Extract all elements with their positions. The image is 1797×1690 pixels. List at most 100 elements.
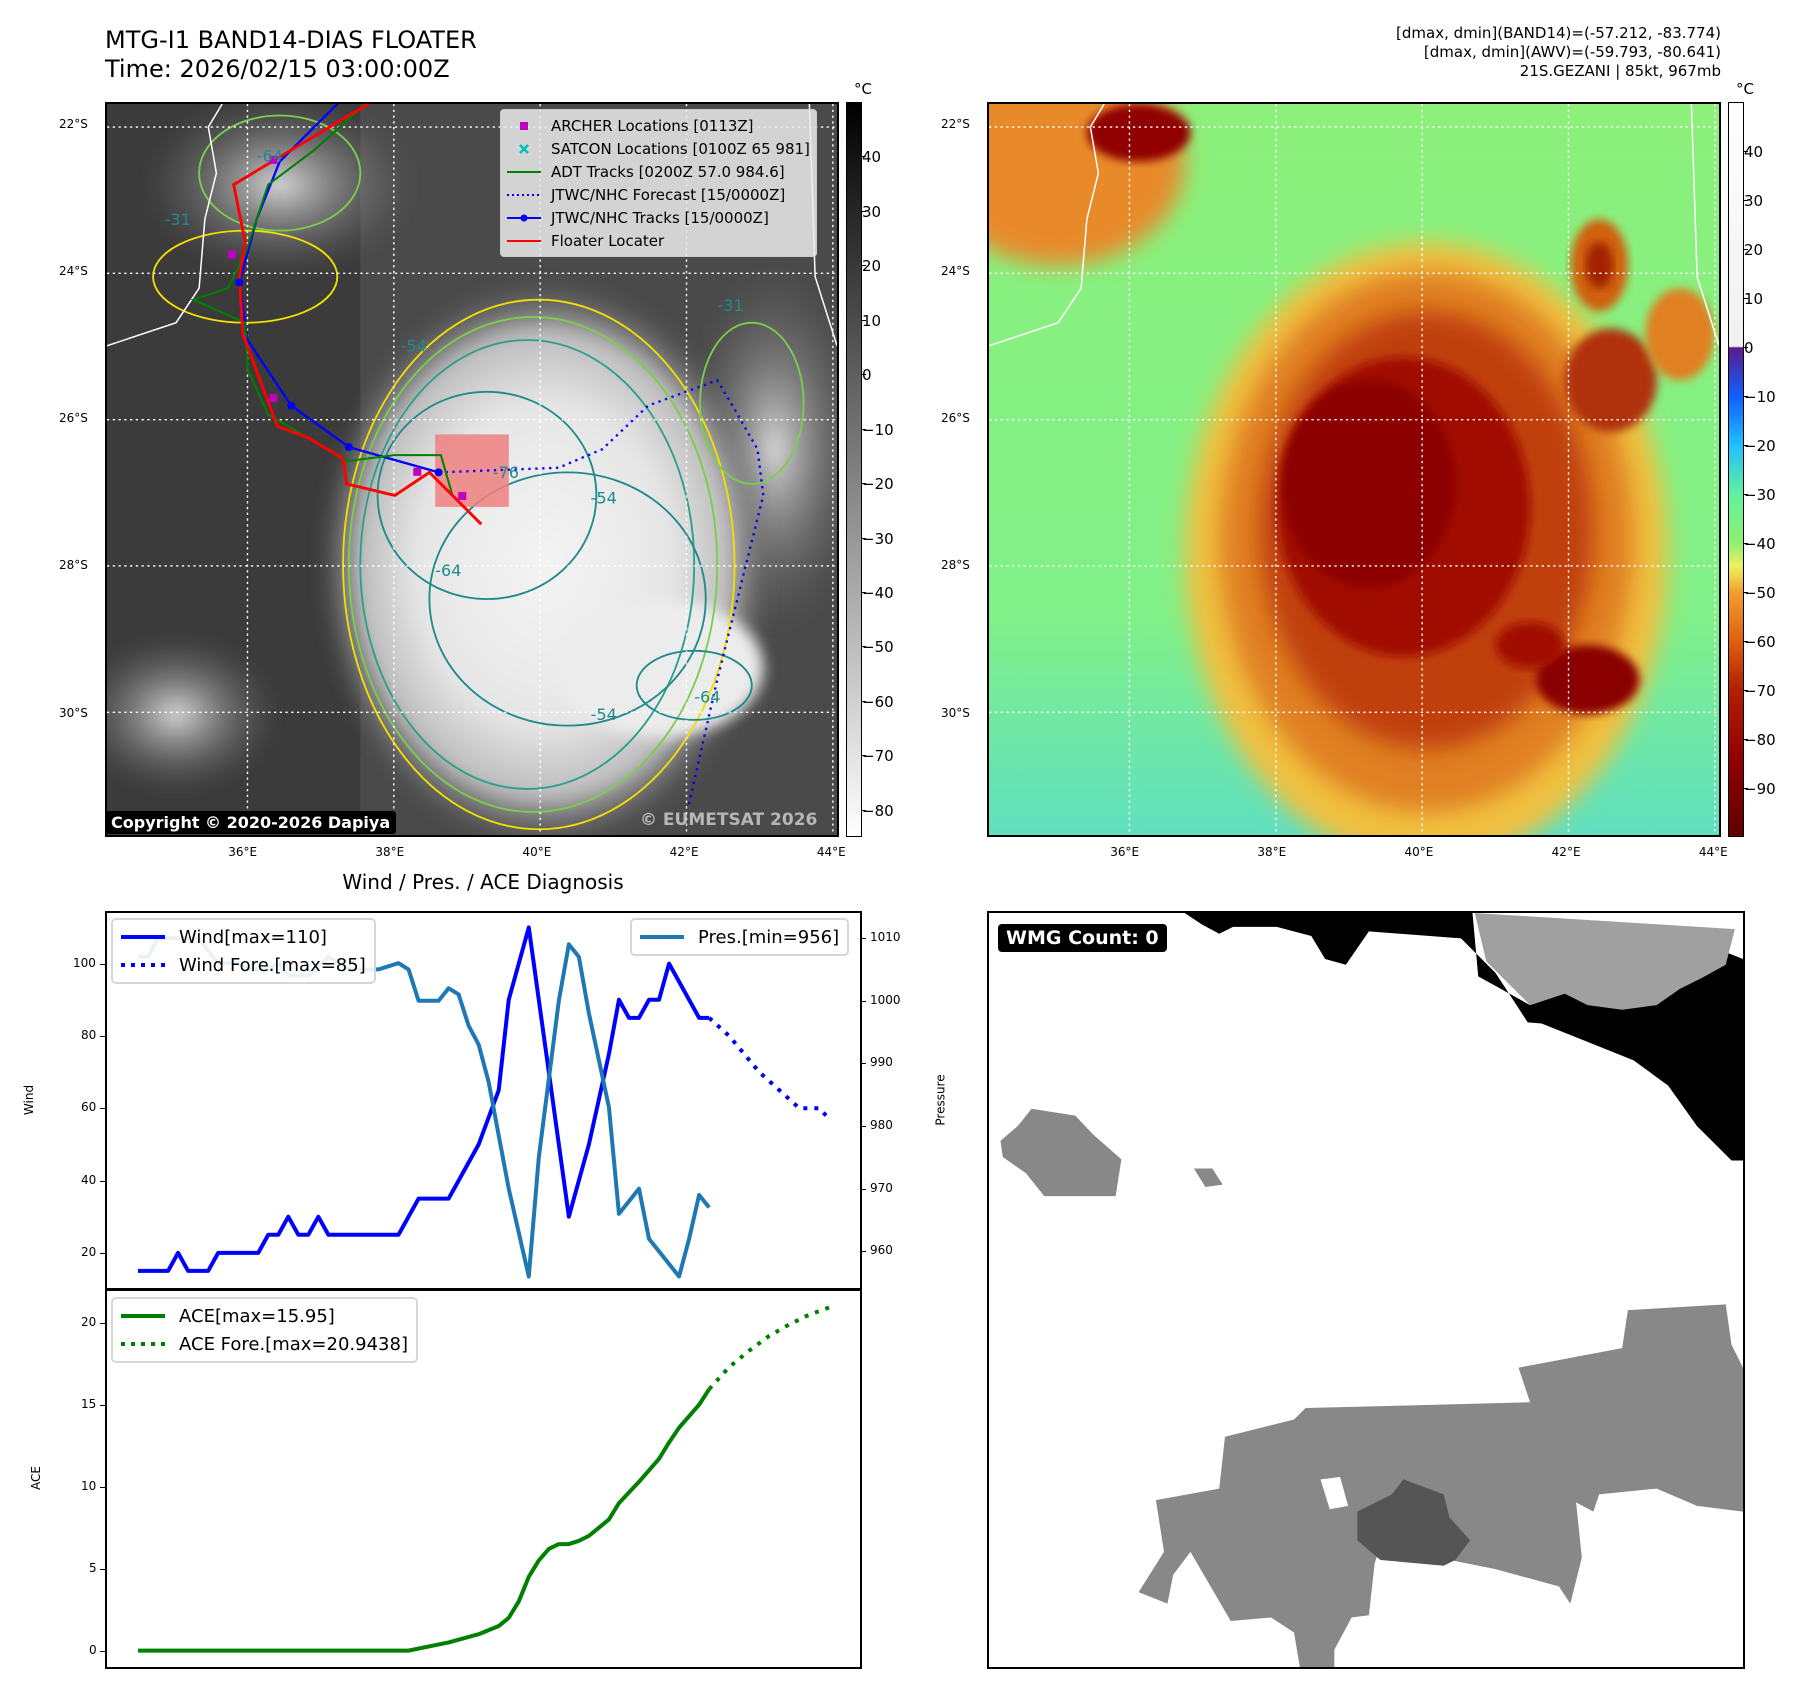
- ace-legend-swatch: [121, 1314, 165, 1318]
- latitude-label: 22°S: [941, 117, 970, 132]
- colorbar-tick-mark: [1744, 249, 1748, 250]
- longitude-label: 44°E: [816, 845, 846, 859]
- colorbar-tick-mark: [862, 319, 866, 321]
- jtwc-track: [238, 104, 439, 474]
- ir-map-panel: -64 -54 -76 -31 -54 -64 -54 -64 -31: [105, 102, 839, 837]
- ace-plot: [138, 1305, 831, 1653]
- colorbar-tick-mark: [862, 428, 866, 430]
- band14-range: [dmax, dmin](BAND14)=(-57.212, -83.774): [1396, 24, 1721, 42]
- legend-item: ARCHER Locations [0113Z]: [507, 114, 810, 137]
- ace-forecast-legend-label: ACE Fore.[max=20.9438]: [179, 1333, 408, 1355]
- colorbar-tick-mark: [1744, 543, 1748, 544]
- series-line-ace-fore-: [707, 1305, 831, 1391]
- colorbar-tick-mark: [1744, 200, 1748, 201]
- latitude-label: 22°S: [59, 117, 88, 132]
- longitude-label: 36°E: [1110, 845, 1140, 859]
- contour-label: -31: [717, 296, 743, 315]
- legend-swatch-icon: [507, 193, 541, 196]
- stats-info: [dmax, dmin](BAND14)=(-57.212, -83.774) …: [1396, 24, 1721, 81]
- wmg-white-hole: [1320, 1477, 1349, 1510]
- legend-swatch-icon: [507, 239, 541, 242]
- colorbar-tick-label: −80: [1744, 731, 1776, 749]
- colorbar-tick-label: −50: [1744, 584, 1776, 602]
- contour-label: -54: [401, 337, 427, 356]
- colorbar-tick-label: −80: [862, 801, 894, 820]
- y-tick-label: 100: [73, 955, 96, 970]
- colorbar-tick-label: −20: [1744, 437, 1776, 455]
- map-gridlines: [989, 104, 1719, 835]
- storm-info: 21S.GEZANI | 85kt, 967mb: [1519, 62, 1721, 80]
- series-line-wind-fore-: [707, 1016, 831, 1121]
- y-tick-label: 10: [81, 1478, 97, 1493]
- ace-legend: ACE[max=15.95] ACE Fore.[max=20.9438]: [111, 1297, 418, 1363]
- legend-label: Floater Locater: [551, 231, 665, 250]
- contour-label: -54: [591, 488, 617, 507]
- legend-label: SATCON Locations [0100Z 65 981]: [551, 139, 810, 158]
- colorbar-tick-label: −10: [862, 420, 894, 439]
- y-tick-label-right: 1000: [870, 992, 901, 1007]
- colorbar-tick-mark: [1744, 690, 1748, 691]
- latitude-label: 24°S: [59, 264, 88, 279]
- colorbar-tick-label: 40: [1744, 143, 1764, 161]
- legend-item: Floater Locater: [507, 229, 810, 252]
- floater-box: [435, 434, 509, 507]
- legend-swatch-icon: [519, 143, 529, 154]
- colorbar-tick-mark: [862, 156, 866, 158]
- y-tick-label: 15: [81, 1396, 97, 1411]
- longitude-label: 42°E: [1551, 845, 1581, 859]
- colorbar-tick-label: 10: [862, 311, 882, 330]
- colorbar-tick-mark: [862, 483, 866, 485]
- colorbar-tick-mark: [862, 374, 866, 376]
- longitude-label: 40°E: [522, 845, 552, 859]
- latitude-label: 28°S: [941, 558, 970, 573]
- legend-item: JTWC/NHC Forecast [15/0000Z]: [507, 183, 810, 206]
- y-tick-mark: [100, 1108, 105, 1110]
- colorbar-tick-label: −50: [862, 638, 894, 657]
- y-tick-label: 60: [81, 1100, 97, 1115]
- y-tick-mark-right: [861, 938, 866, 940]
- latitude-label: 26°S: [59, 411, 88, 426]
- colorbar-tick-label: 0: [1744, 339, 1754, 357]
- wind-forecast-legend-swatch: [121, 963, 165, 967]
- colorbar-tick-label: −20: [862, 475, 894, 494]
- y-tick-mark: [100, 1252, 105, 1254]
- y-tick-mark: [100, 1180, 105, 1182]
- wmg-map: [989, 913, 1743, 1667]
- y-tick-label: 40: [81, 1172, 97, 1187]
- y-tick-label-right: 970: [870, 1180, 893, 1195]
- contour-label: -64: [257, 147, 283, 166]
- colorbar-tick-mark: [862, 809, 866, 811]
- wind-axis-label: Wind: [22, 1084, 37, 1116]
- legend-swatch-icon: [507, 170, 541, 173]
- longitude-label: 36°E: [228, 845, 258, 859]
- coastline-east: [1690, 104, 1719, 346]
- latitude-label: 26°S: [941, 411, 970, 426]
- colorbar-tick-label: −60: [1744, 633, 1776, 651]
- y-tick-mark: [100, 1486, 105, 1488]
- wmg-gray-region: [1193, 1168, 1223, 1187]
- legend-item: JTWC/NHC Tracks [15/0000Z]: [507, 206, 810, 229]
- contour-label: -31: [165, 210, 191, 229]
- legend-item: ADT Tracks [0200Z 57.0 984.6]: [507, 160, 810, 183]
- ace-chart: [105, 1288, 862, 1669]
- y-tick-mark-right: [861, 1126, 866, 1128]
- colorbar-tick-label: 20: [1744, 241, 1764, 259]
- jtwc-track-points: [235, 278, 443, 477]
- colorbar-tick-label: 30: [1744, 192, 1764, 210]
- pressure-legend-label: Pres.[min=956]: [698, 926, 840, 948]
- y-tick-mark: [100, 1322, 105, 1324]
- wind-legend-label: Wind[max=110]: [179, 926, 327, 948]
- legend-swatch-icon: [520, 121, 528, 130]
- latitude-label: 28°S: [59, 558, 88, 573]
- wmg-gray-region: [1138, 1304, 1743, 1667]
- longitude-label: 38°E: [1257, 845, 1287, 859]
- colorbar-tick-label: −60: [862, 692, 894, 711]
- ace-legend-label: ACE[max=15.95]: [179, 1305, 335, 1327]
- colorbar-tick-label: −30: [1744, 486, 1776, 504]
- y-tick-label: 20: [81, 1314, 97, 1329]
- contour-label: -76: [493, 463, 519, 482]
- colorbar-tick-mark: [1744, 396, 1748, 397]
- y-tick-label-right: 990: [870, 1055, 893, 1070]
- colorbar-tick-mark: [1744, 592, 1748, 593]
- ace-forecast-legend-swatch: [121, 1342, 165, 1346]
